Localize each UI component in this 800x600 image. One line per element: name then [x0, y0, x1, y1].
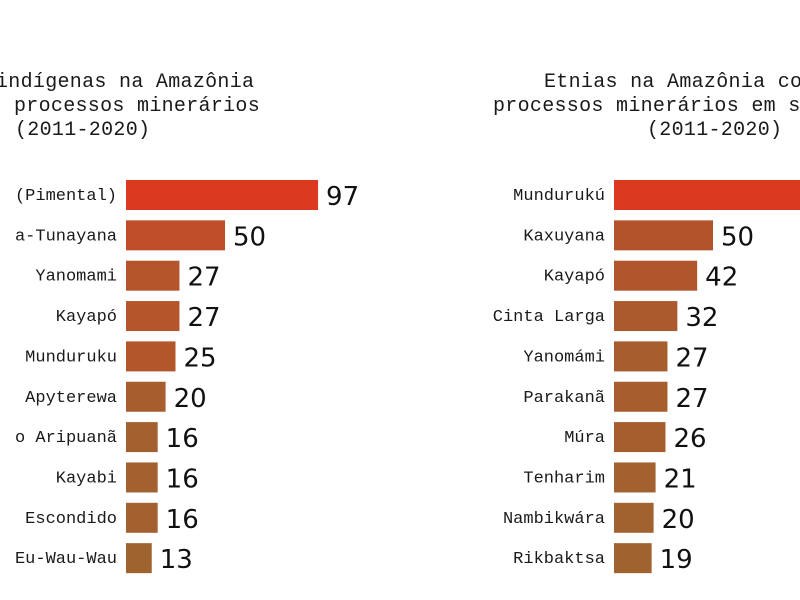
right-chart-value-label: 21: [664, 464, 697, 494]
right-chart-value-label: 27: [675, 384, 708, 414]
left-chart-value-label: 97: [326, 182, 359, 212]
left-chart-category-label: Apyterewa: [25, 389, 117, 408]
left-chart-category-label: Kayabi: [56, 469, 117, 488]
left-chart-bar: [126, 381, 166, 412]
left-chart-value-label: 27: [187, 303, 220, 333]
right-chart-category-label: Kaxuyana: [523, 227, 605, 246]
left-chart-bar: [126, 301, 180, 332]
right-chart-category-label: Parakanã: [523, 389, 605, 408]
right-chart-value-label: 32: [685, 303, 718, 333]
right-chart-bar: [614, 341, 668, 372]
right-chart-category-label: Cinta Larga: [493, 308, 605, 327]
right-chart-bar: [614, 260, 698, 291]
right-chart-category-label: Tenharim: [523, 469, 605, 488]
left-chart-bar: [126, 341, 176, 372]
right-chart-category-label: Nambikwára: [503, 510, 605, 529]
right-chart-category-label: Yanomámi: [523, 348, 605, 367]
left-chart-category-label: Eu-Wau-Wau: [15, 550, 117, 569]
right-chart-value-label: 42: [705, 263, 738, 293]
left-chart-value-label: 16: [166, 505, 199, 535]
right-chart-bar: [614, 462, 656, 493]
left-chart-title-line-3: (2011-2020): [15, 119, 151, 142]
left-chart-title-line-1: indígenas na Amazônia: [0, 71, 255, 94]
right-chart-title-line-1: Etnias na Amazônia co: [544, 71, 800, 94]
left-chart-category-label: Kayapó: [56, 308, 117, 327]
right-chart-value-label: 26: [673, 424, 706, 454]
left-chart-value-label: 50: [233, 222, 266, 252]
left-chart-value-label: 16: [166, 464, 199, 494]
left-chart-category-label: Yanomami: [35, 268, 117, 287]
left-chart-value-label: 20: [174, 384, 207, 414]
right-chart-value-label: 20: [662, 505, 695, 535]
right-chart-bar: [614, 301, 678, 332]
left-chart-value-label: 16: [166, 424, 199, 454]
left-chart-value-label: 27: [187, 263, 220, 293]
left-chart-bar: [126, 422, 158, 453]
left-chart-category-label: Escondido: [25, 510, 117, 529]
left-chart-value-label: 13: [160, 545, 193, 575]
right-chart-bar: [614, 220, 713, 251]
right-chart-category-label: Rikbaktsa: [513, 550, 605, 569]
left-chart-bar: [126, 462, 158, 493]
left-chart-category-label: (Pimental): [15, 187, 117, 206]
right-chart-value-label: 27: [675, 343, 708, 373]
right-chart-category-label: Mundurukú: [513, 187, 605, 206]
left-chart-value-label: 25: [184, 343, 217, 373]
right-chart-category-label: Múra: [564, 429, 605, 448]
left-chart-title-line-2: processos minerários: [14, 95, 261, 118]
left-chart-category-label: o Aripuanã: [15, 429, 117, 448]
right-chart-bar: [614, 381, 668, 412]
left-chart-bar: [126, 543, 152, 574]
right-chart-bar: [614, 543, 652, 574]
right-chart-category-label: Kayapó: [544, 268, 605, 287]
right-chart-bar: [614, 502, 654, 533]
left-chart-bar: [126, 220, 225, 251]
left-chart-bar: [126, 180, 319, 210]
left-chart-bar: [126, 260, 180, 291]
right-chart-bar: [614, 180, 800, 210]
left-chart-category-label: a-Tunayana: [15, 227, 117, 246]
left-chart-category-label: Munduruku: [25, 348, 117, 367]
left-chart-bar: [126, 502, 158, 533]
right-chart-bar: [614, 422, 666, 453]
right-chart-title-line-3: (2011-2020): [647, 119, 783, 142]
right-chart-value-label: 50: [721, 222, 754, 252]
right-chart-title-line-2: processos minerários em s: [493, 95, 800, 118]
right-chart-value-label: 19: [660, 545, 693, 575]
